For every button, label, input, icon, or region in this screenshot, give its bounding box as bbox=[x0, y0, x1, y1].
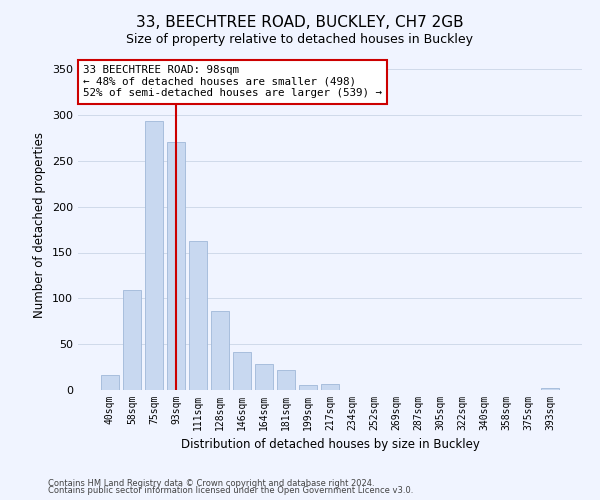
Bar bbox=[321, 384, 339, 390]
Bar bbox=[541, 388, 559, 390]
Bar bbox=[167, 142, 185, 390]
Bar bbox=[101, 376, 119, 390]
Bar bbox=[233, 352, 251, 390]
X-axis label: Distribution of detached houses by size in Buckley: Distribution of detached houses by size … bbox=[181, 438, 479, 452]
Bar bbox=[255, 364, 273, 390]
Text: 33, BEECHTREE ROAD, BUCKLEY, CH7 2GB: 33, BEECHTREE ROAD, BUCKLEY, CH7 2GB bbox=[136, 15, 464, 30]
Y-axis label: Number of detached properties: Number of detached properties bbox=[34, 132, 46, 318]
Bar bbox=[189, 240, 207, 390]
Text: 33 BEECHTREE ROAD: 98sqm
← 48% of detached houses are smaller (498)
52% of semi-: 33 BEECHTREE ROAD: 98sqm ← 48% of detach… bbox=[83, 65, 382, 98]
Text: Size of property relative to detached houses in Buckley: Size of property relative to detached ho… bbox=[127, 32, 473, 46]
Bar bbox=[277, 370, 295, 390]
Text: Contains HM Land Registry data © Crown copyright and database right 2024.: Contains HM Land Registry data © Crown c… bbox=[48, 478, 374, 488]
Bar bbox=[123, 290, 141, 390]
Bar bbox=[299, 386, 317, 390]
Text: Contains public sector information licensed under the Open Government Licence v3: Contains public sector information licen… bbox=[48, 486, 413, 495]
Bar bbox=[145, 122, 163, 390]
Bar bbox=[211, 311, 229, 390]
